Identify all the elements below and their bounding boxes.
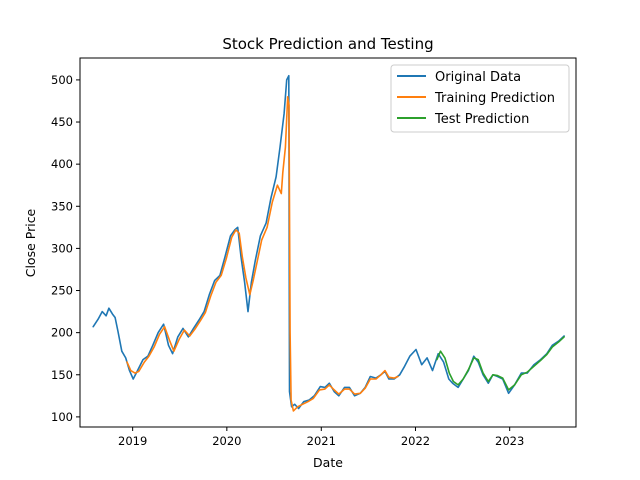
legend: Original Data Training Prediction Test Pre… (390, 64, 570, 133)
series-layer (92, 74, 565, 412)
y-axis: 100 150 200 250 300 350 400 450 500 (51, 73, 80, 424)
y-tick-label: 300 (51, 241, 73, 255)
chart-title: Stock Prediction and Testing (222, 35, 433, 53)
y-tick-label: 400 (51, 157, 73, 171)
x-tick-label: 2020 (212, 434, 241, 448)
plot-area (79, 57, 577, 428)
x-axis-label: Date (313, 455, 343, 470)
legend-label-test-prediction: Test Prediction (434, 112, 529, 127)
y-tick-label: 150 (51, 368, 73, 382)
y-tick-label: 500 (51, 73, 73, 87)
y-tick-label: 100 (51, 410, 73, 424)
x-tick-label: 2022 (401, 434, 430, 448)
legend-label-original-data: Original Data (435, 70, 521, 85)
legend-label-training-prediction: Training Prediction (434, 91, 555, 106)
y-tick-label: 200 (51, 326, 73, 340)
y-tick-label: 250 (51, 284, 73, 298)
y-axis-label: Close Price (23, 208, 38, 277)
series-line-training-prediction (126, 96, 399, 412)
series-line-test-prediction (436, 336, 565, 391)
x-tick-label: 2021 (307, 434, 336, 448)
x-tick-label: 2023 (495, 434, 524, 448)
x-tick-label: 2019 (118, 434, 147, 448)
y-tick-label: 350 (51, 199, 73, 213)
y-tick-label: 450 (51, 115, 73, 129)
x-axis: 2019 2020 2021 2022 2023 (118, 427, 524, 448)
legend-box (390, 64, 570, 133)
axes-frame (79, 57, 577, 428)
